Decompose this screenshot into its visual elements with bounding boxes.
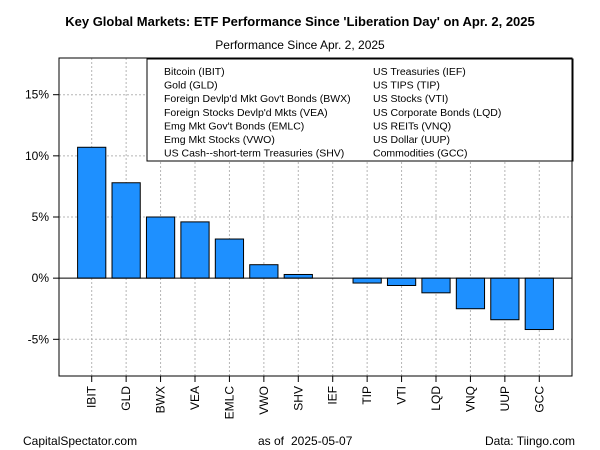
x-tick-label: VWO (257, 386, 271, 415)
plot-border (58, 57, 573, 377)
legend-entry: Foreign Stocks Devlp'd Mkts (VEA) (164, 107, 328, 119)
x-tick-label: VNQ (463, 386, 477, 412)
x-tick-label: BWX (154, 386, 168, 413)
legend-entry: Emg Mkt Gov't Bonds (EMLC) (164, 120, 304, 132)
chart-title: Key Global Markets: ETF Performance Sinc… (65, 14, 535, 29)
bar-bwx (145, 216, 176, 279)
bar-uup (490, 277, 520, 321)
legend-entry: US TIPS (TIP) (373, 80, 440, 92)
bar-shv (283, 273, 313, 279)
y-tick-label: 10% (25, 149, 49, 163)
y-axis: -5% 0% 5% 10% 15% (25, 88, 59, 346)
bar-vnq (455, 277, 486, 310)
legend-entry: Gold (GLD) (164, 80, 218, 92)
legend-entry: Emg Mkt Stocks (VWO) (164, 134, 275, 146)
legend: Bitcoin (IBIT) Gold (GLD)Foreign Devlp'd … (146, 58, 574, 162)
legend-entry: US Cash--short-term Treasuries (SHV) (164, 148, 344, 160)
chart-subtitle: Performance Since Apr. 2, 2025 (215, 38, 385, 52)
x-tick-label: IEF (326, 386, 340, 405)
footer-as-of-label: as of (258, 434, 285, 448)
x-tick-label: GLD (119, 386, 133, 411)
y-tick-label: 5% (32, 210, 50, 224)
bars (77, 146, 554, 331)
legend-entry: Bitcoin (IBIT) (164, 66, 225, 78)
x-tick-label: UUP (498, 386, 512, 411)
y-tick-label: 15% (25, 88, 49, 102)
legend-entry: US Corporate Bonds (LQD) (373, 107, 501, 119)
x-axis: IBIT GLD BWX VEA EMLC VWO SHV IEF TIP VTI LQD VNQ UU… (85, 376, 546, 420)
legend-entry: US Stocks (VTI) (373, 93, 448, 105)
legend-entry: US Treasuries (IEF) (373, 66, 466, 78)
bar-vti (386, 277, 417, 286)
legend-entry: Foreign Devlp'd Mkt Gov't Bonds (BWX) (164, 93, 351, 105)
bar-emlc (214, 238, 245, 279)
legend-entry: Commodities (GCC) (373, 148, 468, 160)
bar-gld (111, 182, 141, 279)
footer-data-credit: Data: Tiingo.com (485, 434, 575, 448)
bar-lqd (421, 277, 451, 294)
x-tick-label: TIP (360, 386, 374, 405)
bar-ibit (77, 146, 107, 279)
footer-source: CapitalSpectator.com (23, 434, 137, 448)
legend-entry: US REITs (VNQ) (373, 120, 451, 132)
y-tick-label: 0% (32, 271, 50, 285)
legend-entry: US Dollar (UUP) (373, 134, 450, 146)
x-tick-label: EMLC (222, 386, 236, 420)
bar-vea (180, 221, 210, 279)
x-tick-label: VTI (395, 386, 409, 405)
x-tick-label: IBIT (85, 385, 99, 408)
bar-vwo (249, 264, 279, 279)
x-tick-label: LQD (429, 386, 443, 411)
y-tick-label: -5% (28, 332, 50, 346)
x-tick-label: SHV (291, 386, 305, 411)
bar-tip (352, 277, 382, 284)
bar-gcc (524, 277, 554, 331)
legend-left-column: Bitcoin (IBIT) Gold (GLD)Foreign Devlp'd … (164, 66, 351, 160)
legend-box (146, 58, 574, 162)
footer-as-of-date: 2025-05-07 (291, 434, 353, 448)
x-tick-label: VEA (188, 386, 202, 410)
x-tick-label: GCC (532, 386, 546, 413)
legend-right-column: US Treasuries (IEF) US TIPS (TIP)US Stock… (373, 66, 501, 160)
